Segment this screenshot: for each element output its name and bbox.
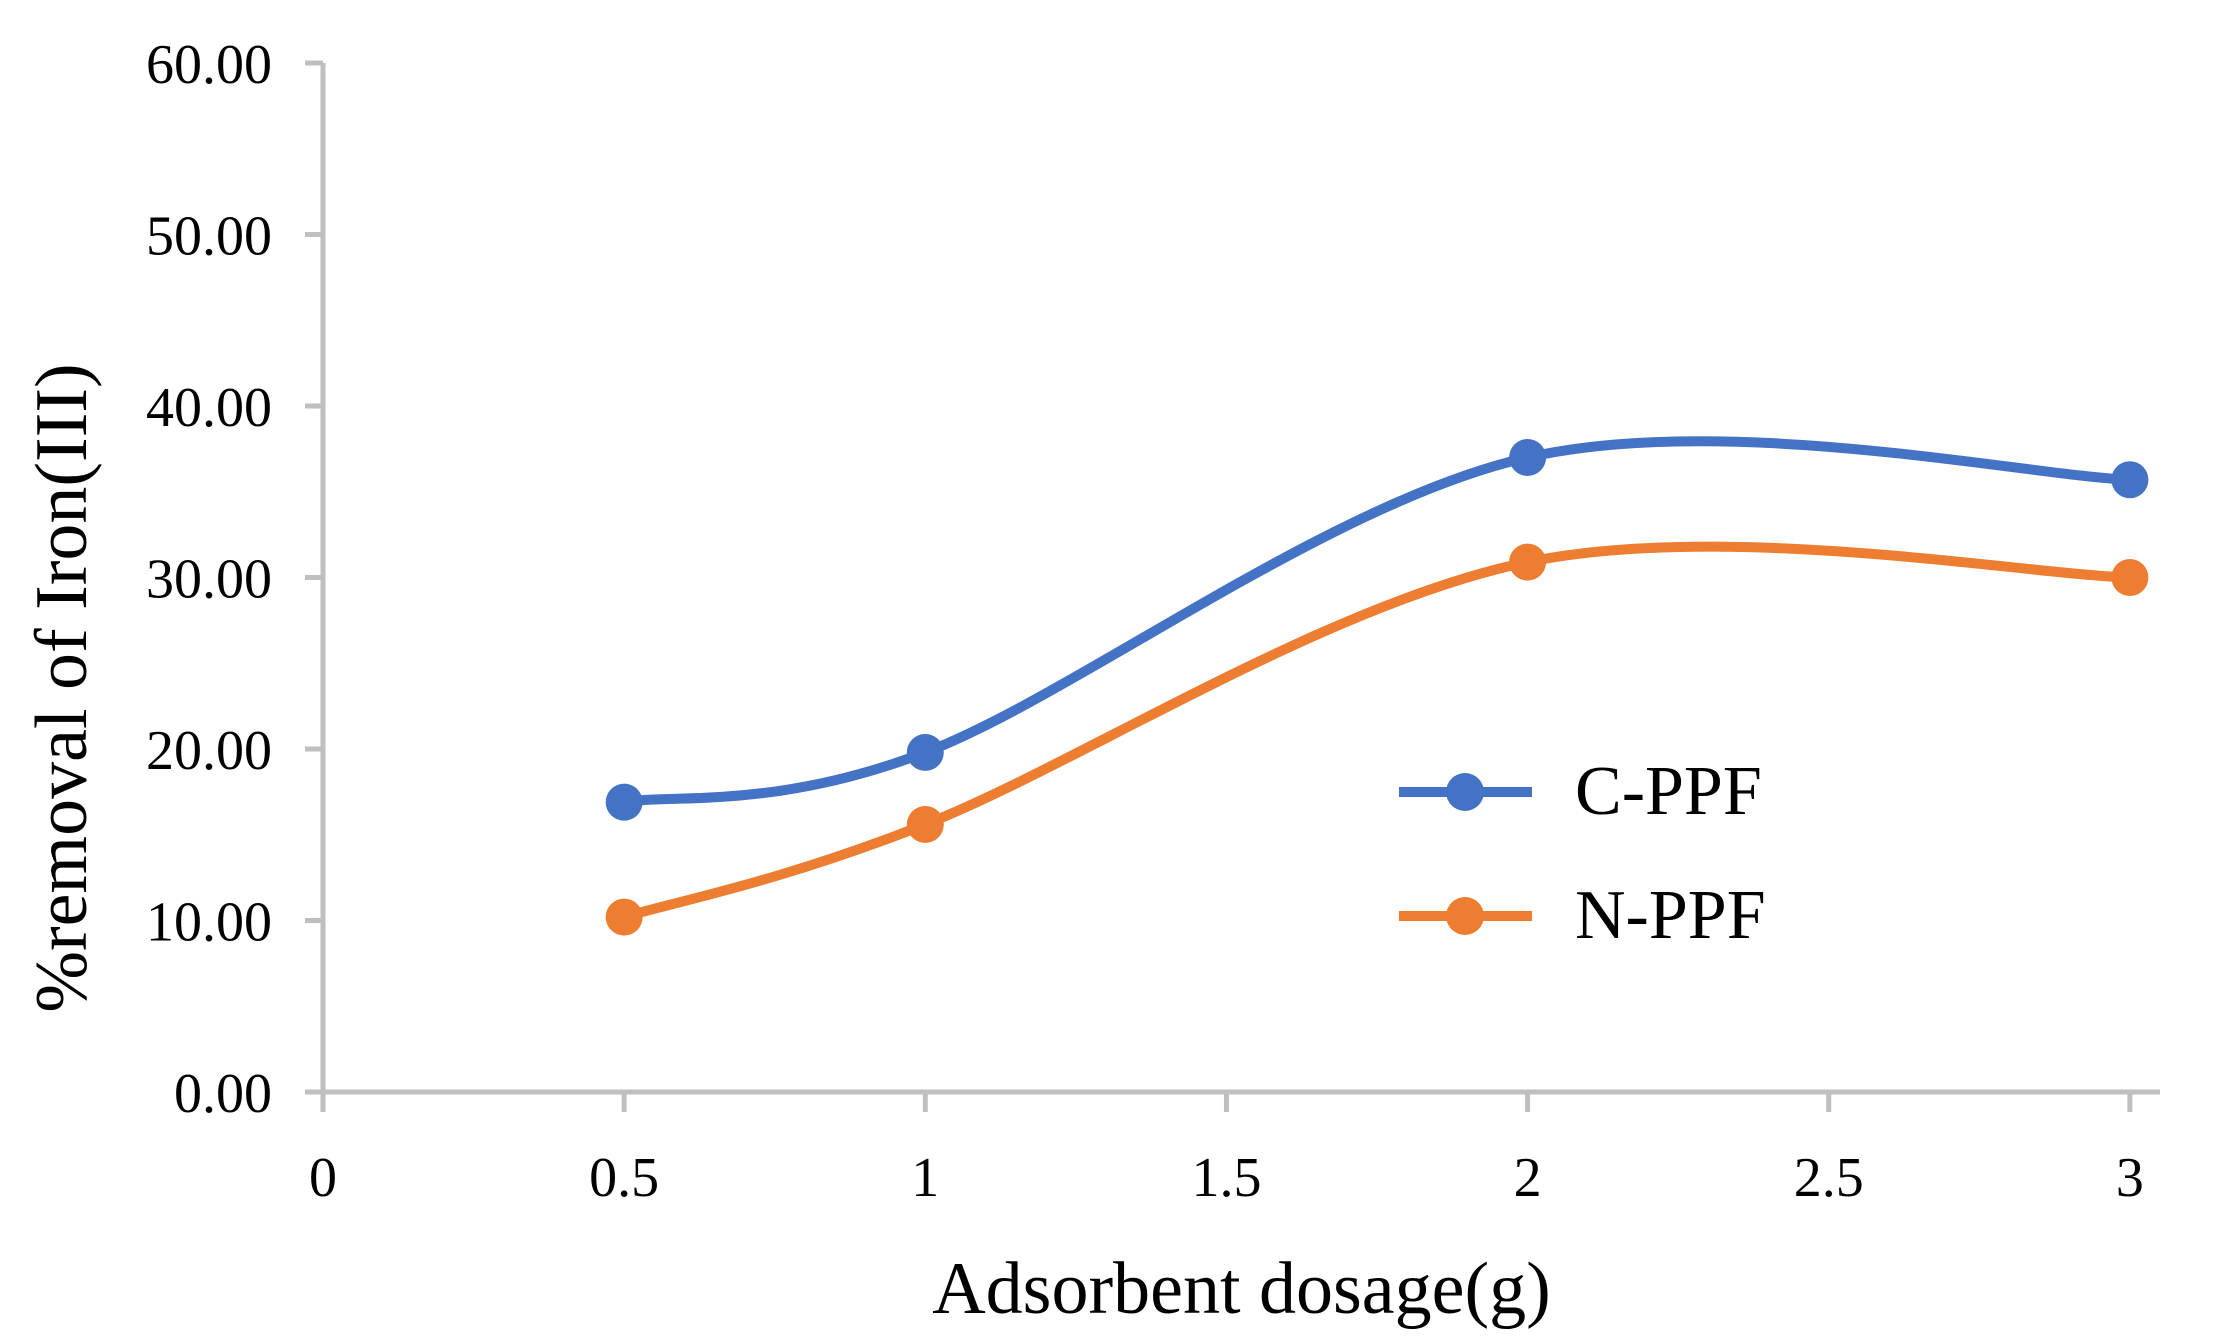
x-tick-label: 2.5 <box>1794 1147 1864 1209</box>
x-tick-label: 0.5 <box>589 1147 659 1209</box>
legend-marker-N-PPF <box>1399 897 1532 935</box>
y-tick-label: 60.00 <box>146 34 272 96</box>
series-line-C-PPF <box>619 436 2135 808</box>
y-tick-label: 20.00 <box>146 720 272 782</box>
legend-marker-C-PPF <box>1399 773 1532 811</box>
legend-label: N-PPF <box>1575 877 1766 954</box>
x-tick-label: 1 <box>911 1147 939 1209</box>
legend-dot <box>1446 773 1484 811</box>
data-point-N-PPF <box>2111 559 2149 596</box>
data-point-C-PPF <box>906 733 944 771</box>
x-tick-label: 0 <box>309 1147 337 1209</box>
y-tick-label: 30.00 <box>146 549 272 611</box>
data-point-N-PPF <box>1509 543 1547 581</box>
data-point-C-PPF <box>1509 438 1547 476</box>
legend-label: C-PPF <box>1575 753 1762 830</box>
y-tick-label: 0.00 <box>174 1063 272 1125</box>
data-point-N-PPF <box>605 898 643 936</box>
legend-dot <box>1446 897 1484 935</box>
y-tick-label: 50.00 <box>146 206 272 268</box>
legend-item-N-PPF: N-PPF <box>1399 877 1766 954</box>
data-point-C-PPF <box>2111 461 2149 499</box>
y-axis-title: %removal of Iron(III) <box>21 363 103 1013</box>
x-tick-label: 1.5 <box>1191 1147 1261 1209</box>
legend-item-C-PPF: C-PPF <box>1399 753 1762 830</box>
y-tick-label: 40.00 <box>146 377 272 439</box>
y-tick-label: 10.00 <box>146 892 272 954</box>
series-line-N-PPF <box>619 541 2135 923</box>
data-point-N-PPF <box>906 805 944 843</box>
x-tick-label: 2 <box>1514 1147 1542 1209</box>
x-axis-title: Adsorbent dosage(g) <box>932 1248 1551 1330</box>
data-point-C-PPF <box>605 783 643 821</box>
x-tick-label: 3 <box>2116 1147 2144 1209</box>
